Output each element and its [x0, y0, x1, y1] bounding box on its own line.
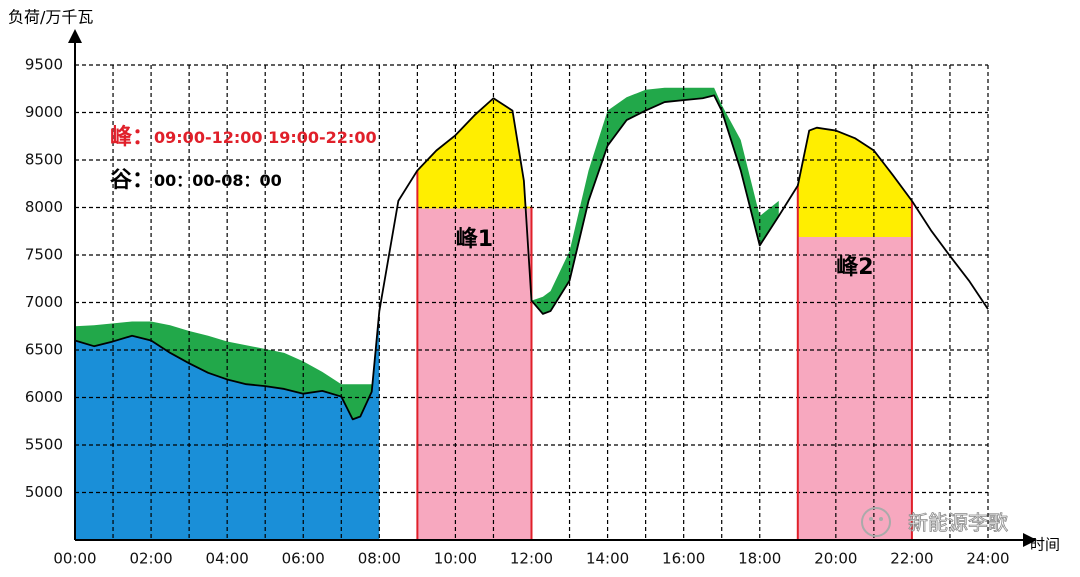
x-tick-label: 24:00 — [966, 550, 1009, 568]
y-tick-label: 6500 — [25, 341, 63, 359]
watermark-group: 新能源李歌 — [861, 507, 1008, 537]
y-tick-label: 5500 — [25, 436, 63, 454]
y-tick-label: 8000 — [25, 198, 63, 216]
x-tick-label: 02:00 — [129, 550, 172, 568]
x-tick-label: 10:00 — [434, 550, 477, 568]
x-tick-label: 22:00 — [890, 550, 933, 568]
peak-label: 峰1 — [456, 227, 493, 252]
x-tick-label: 18:00 — [738, 550, 781, 568]
watermark: 新能源李歌 — [908, 511, 1008, 535]
x-tick-label: 04:00 — [206, 550, 249, 568]
peak-note-label: 峰： — [110, 125, 154, 150]
watermark-icon-dot — [879, 517, 883, 521]
y-tick-label: 7500 — [25, 246, 63, 264]
peak-area — [417, 98, 532, 208]
valley-note-text: 00：00-08：00 — [154, 171, 282, 190]
y-tick-label: 6000 — [25, 388, 63, 406]
peak-base — [797, 236, 912, 540]
y-tick-label: 9000 — [25, 103, 63, 121]
peak-note-text: 09:00-12:00 19:00-22:00 — [154, 128, 377, 147]
y-tick-label: 9500 — [25, 56, 63, 74]
x-tick-label: 12:00 — [510, 550, 553, 568]
x-tick-label: 14:00 — [586, 550, 629, 568]
peak-label: 峰2 — [836, 255, 873, 280]
x-tick-label: 16:00 — [662, 550, 705, 568]
y-axis-label: 负荷/万千瓦 — [8, 8, 93, 27]
y-tick-label: 8500 — [25, 151, 63, 169]
watermark-icon-dot — [869, 517, 873, 521]
x-tick-label: 06:00 — [282, 550, 325, 568]
x-tick-label: 00:00 — [53, 550, 96, 568]
load-line — [74, 94, 989, 421]
peak-note: 峰：09:00-12:00 19:00-22:00 — [110, 125, 377, 150]
y-tick-label: 7000 — [25, 293, 63, 311]
y-tick-label: 5000 — [25, 483, 63, 501]
valley-note: 谷：00：00-08：00 — [110, 168, 282, 193]
peak-area — [797, 127, 912, 236]
x-tick-label: 20:00 — [814, 550, 857, 568]
valley-note-label: 谷： — [110, 168, 154, 193]
x-axis-label: 时间 — [1030, 536, 1060, 554]
lines: 峰1 峰2 — [74, 94, 989, 540]
x-tick-label: 08:00 — [358, 550, 401, 568]
watermark-icon — [861, 507, 891, 537]
band-area — [531, 87, 779, 314]
peak-base — [417, 207, 532, 540]
band-area — [75, 321, 372, 420]
